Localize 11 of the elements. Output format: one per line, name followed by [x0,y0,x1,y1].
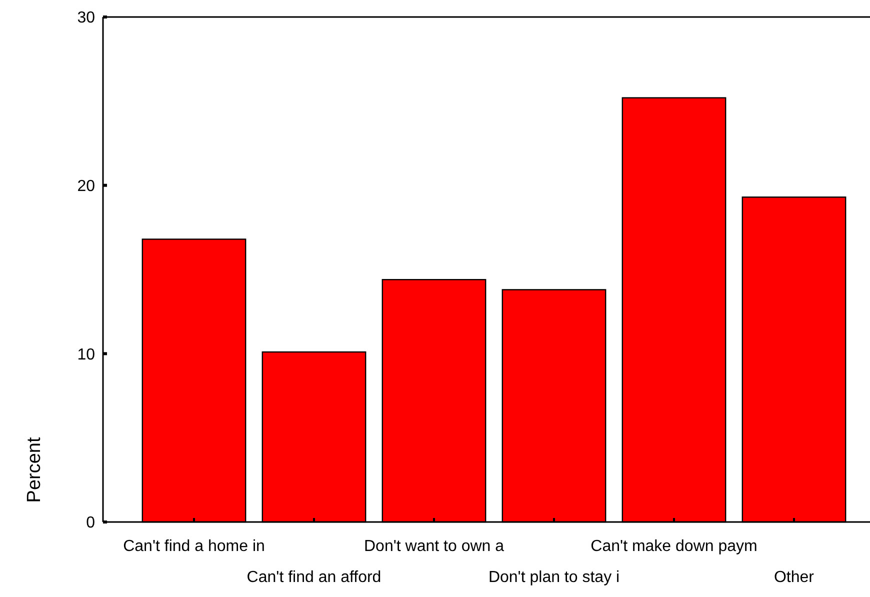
x-tick-label: Other [774,569,815,586]
x-tick-label: Don't want to own a [364,538,504,555]
y-tick-label: 0 [86,514,96,532]
x-tick-label: Don't plan to stay i [488,569,620,586]
y-tick-label: 20 [77,178,96,195]
y-tick-label: 30 [77,10,96,27]
x-tick-label: Can't find a home in [123,538,265,555]
y-tick-label: 10 [77,346,96,364]
y-axis-title: Percent [24,436,45,503]
x-tick-label: Can't make down paym [590,538,758,555]
x-tick-label: Can't find an afford [246,569,382,586]
